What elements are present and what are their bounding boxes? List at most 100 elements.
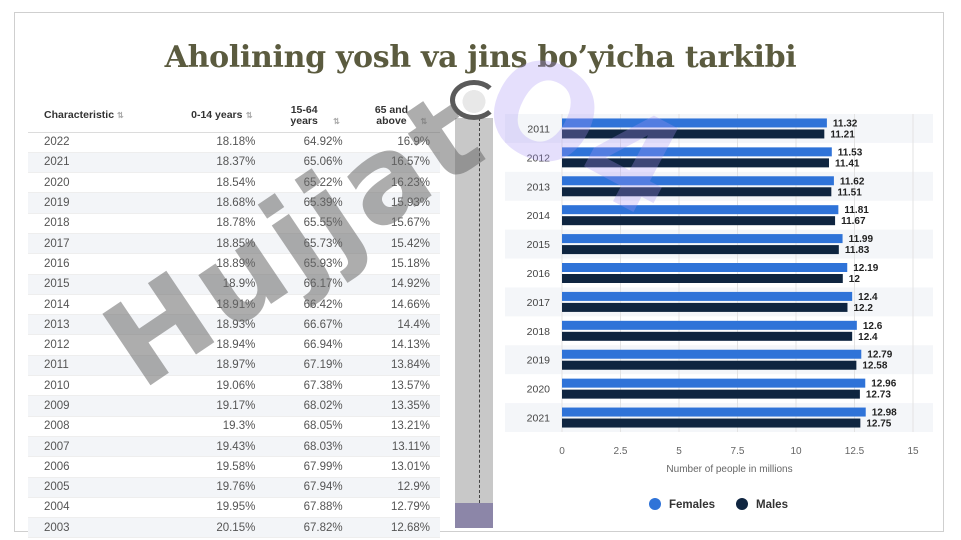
cell-value: 18.9% bbox=[178, 274, 266, 295]
bar-females bbox=[562, 263, 848, 272]
bar-males bbox=[562, 129, 825, 139]
cell-value: 67.19% bbox=[265, 355, 353, 377]
bar-males bbox=[562, 187, 832, 197]
cell-value: 18.93% bbox=[178, 314, 266, 336]
table-row: 2008 19.3% 68.05% 13.21% bbox=[28, 416, 440, 437]
cell-value: 18.37% bbox=[178, 152, 266, 174]
cell-value: 19.43% bbox=[178, 436, 266, 458]
cell-value: 18.94% bbox=[178, 334, 266, 356]
cell-year: 2018 bbox=[28, 213, 178, 234]
table-row: 2018 18.78% 65.55% 15.67% bbox=[28, 213, 440, 234]
cell-year: 2012 bbox=[28, 334, 178, 356]
data-label: 11.81 bbox=[844, 205, 869, 216]
row-band bbox=[505, 114, 933, 143]
table-row: 2004 19.95% 67.88% 12.79% bbox=[28, 497, 440, 519]
table-row: 2005 19.76% 67.94% 12.9% bbox=[28, 477, 440, 498]
cell-value: 13.84% bbox=[352, 355, 440, 377]
cell-value: 67.94% bbox=[265, 477, 353, 498]
cell-year: 2020 bbox=[28, 172, 178, 194]
table-row: 2003 20.15% 67.82% 12.68% bbox=[28, 517, 440, 539]
sort-icon[interactable]: ⇅ bbox=[117, 111, 124, 121]
sort-icon[interactable]: ⇅ bbox=[245, 111, 253, 121]
cell-value: 14.66% bbox=[352, 294, 440, 316]
y-category-label: 2012 bbox=[527, 152, 551, 164]
bar-females bbox=[562, 349, 862, 359]
cell-year: 2004 bbox=[28, 497, 178, 519]
bar-males bbox=[562, 158, 829, 168]
table-header-row: Characteristic ⇅ 0-14 years ⇅ 15-64 years ⇅ 65… bbox=[28, 100, 440, 133]
y-category-label: 2020 bbox=[527, 384, 551, 396]
legend-label: Males bbox=[756, 499, 788, 511]
bar-females bbox=[562, 147, 832, 157]
cell-value: 18.54% bbox=[178, 172, 266, 194]
cell-value: 15.67% bbox=[352, 213, 440, 234]
data-label: 12.79 bbox=[867, 350, 892, 361]
bar-females bbox=[562, 378, 866, 388]
cell-year: 2011 bbox=[28, 355, 178, 377]
cell-value: 19.17% bbox=[178, 395, 266, 417]
cell-year: 2022 bbox=[28, 132, 178, 153]
header-characteristic[interactable]: Characteristic ⇅ bbox=[28, 100, 178, 133]
table-row: 2017 18.85% 65.73% 15.42% bbox=[28, 233, 440, 255]
x-tick-label: 0 bbox=[559, 446, 565, 457]
cell-year: 2008 bbox=[28, 416, 178, 437]
cell-value: 18.85% bbox=[178, 233, 266, 255]
cell-value: 13.11% bbox=[352, 436, 440, 458]
cell-value: 14.92% bbox=[352, 274, 440, 295]
bar-males bbox=[562, 245, 839, 255]
data-label: 12.19 bbox=[853, 263, 878, 274]
x-axis-title: Number of people in millions bbox=[666, 464, 792, 475]
header-65-and-above[interactable]: 65 and above ⇅ bbox=[352, 100, 440, 133]
table-row: 2010 19.06% 67.38% 13.57% bbox=[28, 375, 440, 397]
data-label: 12.2 bbox=[853, 303, 873, 314]
cell-value: 15.93% bbox=[352, 192, 440, 214]
y-category-label: 2015 bbox=[527, 239, 551, 251]
cell-value: 18.89% bbox=[178, 253, 266, 275]
cell-value: 66.42% bbox=[265, 294, 353, 316]
data-label: 11.32 bbox=[833, 118, 858, 129]
table-row: 2016 18.89% 65.93% 15.18% bbox=[28, 253, 440, 275]
table-row: 2014 18.91% 66.42% 14.66% bbox=[28, 294, 440, 316]
table-row: 2022 18.18% 64.92% 16.9% bbox=[28, 132, 440, 153]
x-tick-label: 10 bbox=[790, 446, 802, 457]
y-category-label: 2013 bbox=[527, 181, 551, 193]
slide-frame bbox=[14, 12, 944, 532]
cell-year: 2013 bbox=[28, 314, 178, 336]
data-label: 12.4 bbox=[858, 332, 878, 343]
table-row: 2015 18.9% 66.17% 14.92% bbox=[28, 274, 440, 295]
cell-year: 2009 bbox=[28, 395, 178, 417]
cell-value: 66.94% bbox=[265, 334, 353, 356]
bar-males bbox=[562, 360, 857, 370]
header-0-14-years[interactable]: 0-14 years ⇅ bbox=[178, 100, 266, 133]
x-tick-label: 2.5 bbox=[614, 446, 628, 457]
cell-year: 2007 bbox=[28, 436, 178, 458]
data-label: 11.51 bbox=[837, 187, 862, 198]
table-row: 2011 18.97% 67.19% 13.84% bbox=[28, 355, 440, 377]
data-label: 11.67 bbox=[841, 216, 866, 227]
data-label: 12 bbox=[849, 274, 861, 285]
cell-year: 2021 bbox=[28, 152, 178, 174]
cell-value: 20.15% bbox=[178, 517, 266, 539]
cell-value: 65.22% bbox=[265, 172, 353, 194]
legend-swatch-females bbox=[649, 498, 661, 510]
y-category-label: 2016 bbox=[527, 268, 551, 280]
data-label: 12.98 bbox=[872, 408, 897, 419]
age-structure-table: Characteristic ⇅ 0-14 years ⇅ 15-64 years ⇅ 65… bbox=[28, 100, 440, 539]
cell-value: 65.55% bbox=[265, 213, 353, 234]
cell-value: 67.88% bbox=[265, 497, 353, 519]
header-label: 65 and above bbox=[374, 103, 409, 127]
bar-males bbox=[562, 274, 843, 283]
cell-value: 19.06% bbox=[178, 375, 266, 397]
rail-divider bbox=[479, 118, 480, 503]
sort-icon[interactable]: ⇅ bbox=[333, 116, 340, 126]
sort-icon[interactable]: ⇅ bbox=[420, 116, 428, 126]
cell-year: 2003 bbox=[28, 517, 178, 539]
cell-value: 13.01% bbox=[352, 456, 440, 478]
header-15-64-years[interactable]: 15-64 years ⇅ bbox=[265, 100, 353, 133]
data-label: 11.53 bbox=[838, 147, 863, 158]
bar-females bbox=[562, 205, 839, 215]
cell-value: 13.35% bbox=[352, 395, 440, 417]
table-row: 2019 18.68% 65.39% 15.93% bbox=[28, 192, 440, 214]
cell-value: 16.9% bbox=[352, 132, 440, 153]
bar-males bbox=[562, 216, 836, 226]
